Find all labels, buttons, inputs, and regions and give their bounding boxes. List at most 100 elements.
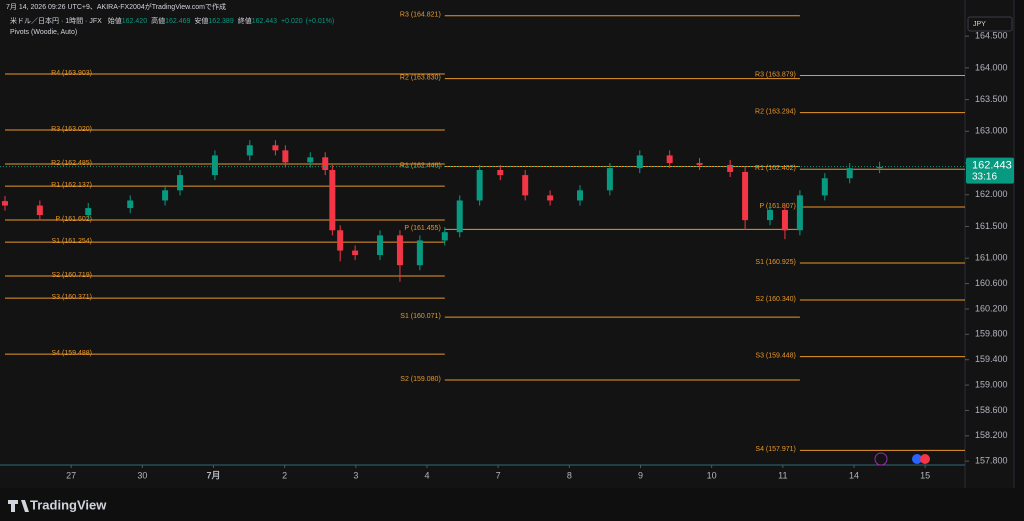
candle-body xyxy=(416,240,423,266)
candle-body xyxy=(497,170,504,176)
y-tick-label: 158.600 xyxy=(975,405,1008,415)
x-tick-label: 11 xyxy=(778,470,787,480)
y-tick-label: 160.200 xyxy=(975,303,1008,313)
last-price-box xyxy=(966,157,1014,184)
candle-body xyxy=(696,163,703,165)
x-tick-label: 9 xyxy=(638,470,643,480)
pivot-label: R2 (163.294) xyxy=(755,109,796,116)
pivot-label: R3 (164.821) xyxy=(400,12,441,19)
ohlc-value: 162.389 xyxy=(208,18,233,25)
y-tick-label: 157.800 xyxy=(975,456,1008,466)
pivot-label: R4 (163.903) xyxy=(51,70,92,77)
candle-body xyxy=(177,175,184,191)
pivot-label: S1 (160.071) xyxy=(400,313,440,320)
candle-body xyxy=(547,195,554,201)
pivot-label: S1 (160.925) xyxy=(755,259,795,266)
currency-box[interactable] xyxy=(967,16,1013,32)
candle-body xyxy=(742,171,749,221)
last-price-label: 162.443 xyxy=(972,160,1012,172)
flag-icon[interactable] xyxy=(920,454,930,464)
flag-icon[interactable] xyxy=(912,454,922,464)
candle-body xyxy=(377,235,384,256)
candle-body xyxy=(821,178,828,196)
ohlc-value: 162.443 xyxy=(252,18,277,25)
x-tick-label: 14 xyxy=(849,470,859,480)
change: +0.020 xyxy=(281,18,303,25)
y-tick-label: 159.800 xyxy=(975,329,1008,339)
candle-body xyxy=(272,145,279,151)
indicator-name: Pivots (Woodie, Auto) xyxy=(10,29,77,36)
ohlc-name: 終値 xyxy=(238,16,252,25)
candle-body xyxy=(576,190,583,201)
candle-body xyxy=(246,145,253,156)
pivot-label: P (161.455) xyxy=(404,225,440,232)
candle-body xyxy=(767,209,774,221)
candle-body xyxy=(441,232,448,241)
ohlc-name: 始値 xyxy=(108,16,122,25)
candle-body xyxy=(476,170,483,201)
countdown: 33:16 xyxy=(972,171,997,182)
pivot-label: S2 (159.080) xyxy=(400,376,440,383)
ohlc-name: 安値 xyxy=(194,16,208,25)
x-tick-label: 30 xyxy=(137,470,147,480)
y-tick-label: 163.000 xyxy=(975,126,1008,136)
created-note: 7月 14, 2026 09:26 UTC+9、AKIRA-FX2004がTra… xyxy=(6,2,226,11)
x-tick-label: 7 xyxy=(496,470,501,480)
y-tick-label: 158.200 xyxy=(975,430,1008,440)
pivot-label: S3 (159.448) xyxy=(755,352,795,359)
candle-body xyxy=(1,201,8,206)
candle-body xyxy=(211,155,218,176)
x-tick-label: 3 xyxy=(353,470,358,480)
candle-body xyxy=(322,157,329,171)
plot-background xyxy=(0,0,1014,488)
x-tick-label: 4 xyxy=(424,470,429,480)
pivot-label: S3 (160.371) xyxy=(52,294,92,301)
candle-body xyxy=(606,168,613,191)
candle-body xyxy=(329,170,336,231)
currency: JPY xyxy=(973,21,986,28)
pivot-label: R1 (162.402) xyxy=(755,165,796,172)
candle-body xyxy=(396,235,403,266)
pivot-label: S2 (160.340) xyxy=(755,296,795,303)
candle-body xyxy=(162,190,169,201)
layer: 164.500164.000163.500163.000162.500162.0… xyxy=(0,12,1014,480)
candle-body xyxy=(727,164,734,172)
pivot-label: R1 (162.137) xyxy=(51,182,92,189)
candle-body xyxy=(307,157,314,163)
candle-body xyxy=(636,155,643,169)
x-tick-label: 7月 xyxy=(206,470,220,480)
event-icon[interactable] xyxy=(874,452,888,466)
pivot-label: S1 (161.254) xyxy=(52,238,92,245)
y-tick-label: 164.500 xyxy=(975,31,1008,41)
candle-body xyxy=(846,168,853,179)
candle-body xyxy=(522,175,529,196)
candle-body xyxy=(666,155,673,164)
y-tick-label: 162.000 xyxy=(975,189,1008,199)
pivot-label: S4 (157.971) xyxy=(755,446,795,453)
ohlc-value: 162.420 xyxy=(122,18,147,25)
y-tick-label: 161.500 xyxy=(975,221,1008,231)
pivot-label: P (161.602) xyxy=(56,216,92,223)
y-tick-label: 164.000 xyxy=(975,62,1008,72)
x-tick-label: 8 xyxy=(567,470,572,480)
x-tick-label: 2 xyxy=(282,470,287,480)
ohlc-name: 高値 xyxy=(151,16,165,25)
ohlc-value: 162.469 xyxy=(165,18,190,25)
x-tick-label: 10 xyxy=(707,470,717,480)
x-tick-label: 27 xyxy=(66,470,76,480)
candle-body xyxy=(85,208,92,216)
candle-body xyxy=(876,166,883,169)
pivot-label: S4 (159.488) xyxy=(52,350,92,357)
pivot-label: S2 (160.719) xyxy=(52,272,92,279)
y-tick-label: 161.000 xyxy=(975,253,1008,263)
candle-body xyxy=(36,205,43,216)
y-tick-label: 159.400 xyxy=(975,354,1008,364)
y-tick-label: 159.000 xyxy=(975,379,1008,389)
pivot-label: R1 (162.446) xyxy=(400,162,441,169)
pivot-label: R3 (163.879) xyxy=(755,71,796,78)
candle-body xyxy=(127,200,134,209)
y-tick-label: 160.600 xyxy=(975,278,1008,288)
candle-body xyxy=(282,150,289,163)
pivot-label: P (161.807) xyxy=(759,203,795,210)
